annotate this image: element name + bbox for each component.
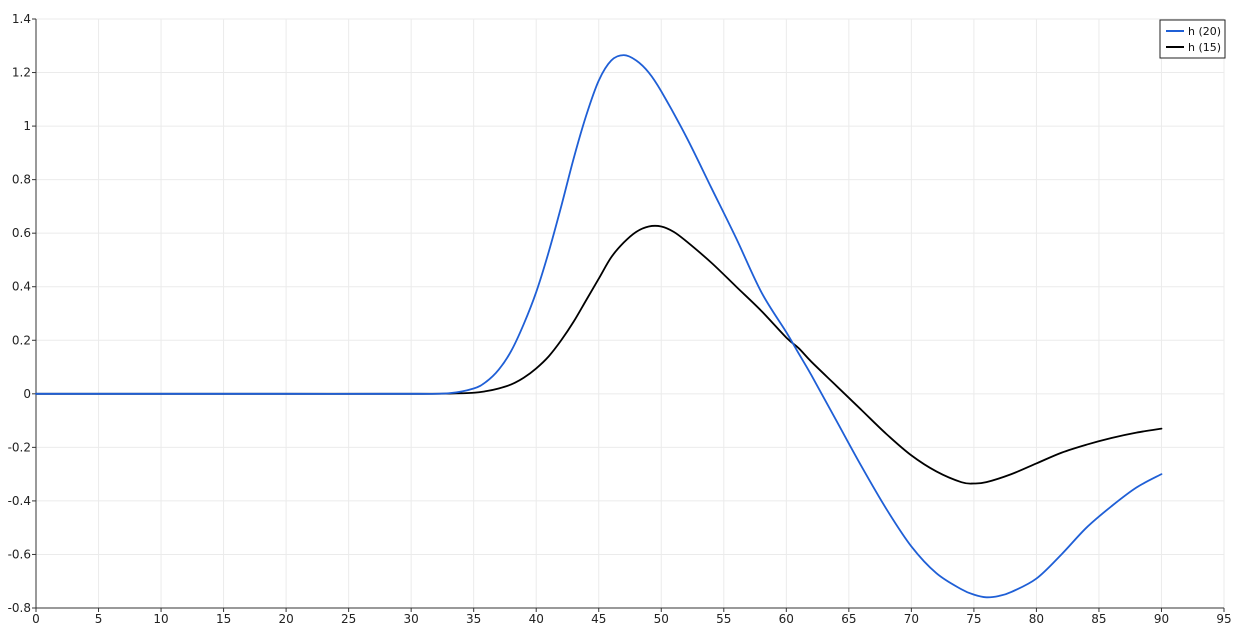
x-tick-label: 15 (216, 612, 231, 626)
y-tick-label: 0.4 (12, 280, 31, 294)
x-tick-label: 90 (1154, 612, 1169, 626)
x-tick-label: 80 (1029, 612, 1044, 626)
x-tick-label: 30 (404, 612, 419, 626)
x-tick-label: 25 (341, 612, 356, 626)
data-series (35, 54, 1163, 599)
x-tick-label: 95 (1216, 612, 1231, 626)
grid-lines (35, 18, 1225, 609)
legend-box (1159, 19, 1226, 59)
y-tick-label: 0.6 (12, 226, 31, 240)
x-tick-label: 0 (32, 612, 40, 626)
x-tick-label: 60 (779, 612, 794, 626)
x-tick-label: 65 (841, 612, 856, 626)
y-tick-label: -0.2 (8, 440, 31, 454)
x-tick-label: 70 (904, 612, 919, 626)
x-tick-label: 45 (591, 612, 606, 626)
y-tick-label: 0.2 (12, 333, 31, 347)
legend-label: h (15) (1188, 41, 1221, 54)
y-tick-label: 0.8 (12, 173, 31, 187)
x-tick-label: 55 (716, 612, 731, 626)
y-tick-label: -0.6 (8, 547, 31, 561)
legend: h (20) h (15) (1159, 19, 1226, 59)
tick-labels: 0 5 10 15 20 25 30 35 40 45 50 55 60 65 70 75 80 85 90 95-0… (8, 12, 1232, 626)
x-tick-label: 50 (654, 612, 669, 626)
axes (32, 18, 1225, 612)
y-tick-label: 1.4 (12, 12, 31, 26)
series-line-h-20 (35, 54, 1163, 599)
y-tick-label: 0 (23, 387, 31, 401)
x-tick-label: 40 (529, 612, 544, 626)
y-tick-label: 1.2 (12, 66, 31, 80)
series-line-h-15 (35, 224, 1163, 485)
x-tick-label: 20 (278, 612, 293, 626)
x-tick-label: 85 (1091, 612, 1106, 626)
x-tick-label: 10 (153, 612, 168, 626)
x-tick-label: 75 (966, 612, 981, 626)
x-tick-label: 5 (95, 612, 103, 626)
y-tick-label: -0.4 (8, 494, 31, 508)
y-tick-label: -0.8 (8, 601, 31, 615)
x-tick-label: 35 (466, 612, 481, 626)
legend-label: h (20) (1188, 25, 1221, 38)
y-tick-label: 1 (23, 119, 31, 133)
